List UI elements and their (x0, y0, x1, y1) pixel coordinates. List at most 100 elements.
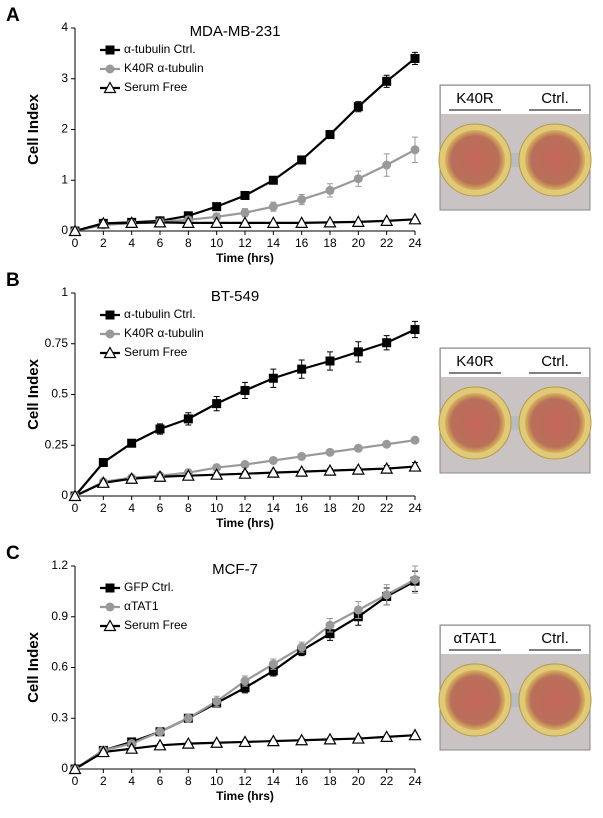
x-tick-label: 4 (128, 236, 135, 250)
marker (210, 467, 224, 480)
marker (155, 727, 165, 737)
x-tick-label: 12 (238, 774, 252, 788)
marker (323, 732, 337, 745)
photo-top (441, 349, 589, 377)
marker (212, 202, 222, 212)
y-tick-label: 0.3 (51, 710, 68, 724)
marker (238, 735, 252, 748)
y-tick-label: 0.6 (51, 660, 68, 674)
marker (240, 385, 250, 395)
marker (210, 216, 224, 228)
well (445, 670, 505, 730)
x-tick-label: 0 (72, 501, 79, 515)
y-tick-label: 0.75 (45, 336, 69, 350)
marker (408, 212, 422, 225)
marker (382, 439, 392, 449)
x-tick-label: 18 (323, 774, 337, 788)
marker (181, 216, 195, 228)
image-label: Ctrl. (541, 353, 569, 370)
marker (351, 731, 365, 744)
marker (238, 466, 252, 479)
marker (125, 471, 139, 484)
marker (325, 130, 335, 140)
marker (268, 666, 278, 676)
marker (105, 45, 115, 55)
marker (382, 76, 392, 86)
x-tick-label: 10 (210, 774, 224, 788)
well-photo: αTAT1 Ctrl. (438, 624, 592, 751)
x-tick-label: 4 (128, 501, 135, 515)
legend-label: K40R α-tubulin (124, 61, 204, 75)
marker (382, 160, 392, 170)
marker (410, 145, 420, 155)
marker (181, 736, 195, 749)
x-tick-label: 2 (100, 501, 107, 515)
marker (295, 464, 309, 477)
x-tick-label: 14 (267, 501, 281, 515)
x-tick-label: 20 (352, 774, 366, 788)
marker (268, 175, 278, 185)
marker (297, 195, 307, 205)
marker (240, 208, 250, 218)
y-tick-label: 1 (61, 172, 68, 186)
y-tick-label: 0 (61, 761, 68, 775)
well (445, 130, 505, 190)
marker (382, 338, 392, 348)
y-tick-label: 0.5 (51, 387, 68, 401)
marker (410, 435, 420, 445)
marker (105, 583, 115, 593)
image-label: K40R (456, 353, 494, 370)
panel-label: C (6, 543, 20, 564)
x-tick-label: 12 (238, 236, 252, 250)
marker (268, 202, 278, 212)
marker (103, 81, 117, 94)
x-tick-label: 8 (185, 236, 192, 250)
y-tick-label: 2 (61, 122, 68, 136)
well (525, 393, 585, 453)
marker (212, 463, 222, 473)
legend-label: Serum Free (124, 345, 188, 359)
well-photo: K40R Ctrl. (438, 347, 592, 474)
marker (96, 476, 110, 488)
marker (68, 224, 82, 237)
well (525, 670, 585, 730)
legend-label: GFP Ctrl. (124, 580, 174, 594)
x-tick-label: 14 (267, 774, 281, 788)
marker (325, 185, 335, 195)
marker (353, 174, 363, 184)
x-tick-label: 12 (238, 501, 252, 515)
x-tick-label: 8 (185, 501, 192, 515)
x-tick-label: 16 (295, 774, 309, 788)
chart-title: BT-549 (211, 288, 259, 305)
marker (297, 364, 307, 374)
marker (240, 676, 250, 686)
marker (353, 102, 363, 112)
marker (212, 399, 222, 409)
image-label: αTAT1 (453, 630, 496, 647)
marker (105, 602, 115, 612)
panel-label: B (6, 270, 20, 291)
marker (240, 683, 250, 693)
y-tick-label: 0.25 (45, 437, 69, 451)
image-label: K40R (456, 90, 494, 107)
marker (325, 447, 335, 457)
well (525, 130, 585, 190)
x-tick-label: 18 (323, 501, 337, 515)
marker (155, 424, 165, 434)
marker (103, 346, 117, 359)
x-tick-label: 16 (295, 501, 309, 515)
x-tick-label: 16 (295, 236, 309, 250)
x-tick-label: 22 (380, 236, 394, 250)
marker (98, 458, 108, 468)
marker (238, 216, 252, 228)
marker (408, 459, 422, 472)
marker (105, 64, 115, 74)
y-tick-label: 0.9 (51, 609, 68, 623)
marker (268, 373, 278, 383)
marker (266, 465, 280, 478)
x-tick-label: 20 (352, 236, 366, 250)
x-axis-label: Time (hrs) (216, 789, 274, 803)
marker (382, 590, 392, 600)
x-tick-label: 14 (267, 236, 281, 250)
